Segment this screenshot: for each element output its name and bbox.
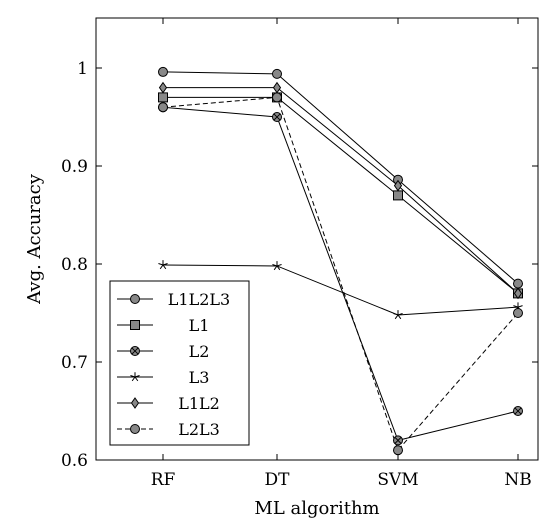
legend-marker <box>130 294 140 304</box>
data-point-l1 <box>158 92 168 103</box>
legend-label: L3 <box>189 368 210 387</box>
series-line-l2l3 <box>162 96 519 452</box>
legend-marker <box>130 424 140 434</box>
legend-box <box>109 280 250 446</box>
x-tick-label: DT <box>265 470 291 490</box>
x-tick-label: NB <box>504 470 531 490</box>
legend-marker <box>130 320 140 330</box>
data-point-l3 <box>158 260 168 270</box>
series-line-l1 <box>163 96 519 294</box>
data-point-l2l3 <box>158 102 168 113</box>
data-point-l2-cross <box>514 407 522 415</box>
x-tick-label: RF <box>151 470 176 490</box>
data-point-l2l3 <box>272 92 282 103</box>
data-point-l3 <box>393 310 403 320</box>
data-point-l1l2l3 <box>158 66 168 77</box>
series-lines <box>162 71 519 452</box>
series-line-l3 <box>162 264 519 316</box>
legend-marker-cross <box>131 347 139 355</box>
legend-marker <box>130 397 140 409</box>
data-point-l1 <box>393 190 403 201</box>
legend-marker <box>130 346 140 356</box>
legend-label: L1L2 <box>178 394 220 413</box>
legend-label: L2L3 <box>178 420 220 439</box>
series-line-l2 <box>162 106 519 441</box>
y-tick-label: 0.8 <box>61 255 88 275</box>
y-tick-label: 0.9 <box>61 157 88 177</box>
y-axis-ticks: 0.6 0.7 0.8 0.9 1 <box>61 59 538 471</box>
y-tick-label: 1 <box>77 59 88 79</box>
data-point-l2 <box>393 435 403 446</box>
data-point-l2 <box>272 112 282 122</box>
legend-label: L1L2L3 <box>168 290 230 309</box>
series-line-l1l2 <box>163 87 519 294</box>
legend-marker <box>130 372 140 382</box>
plot-frame <box>95 17 539 461</box>
x-axis-title: ML algorithm <box>254 498 379 519</box>
data-point-l2-cross <box>273 113 281 121</box>
y-tick-label: 0.6 <box>61 451 88 471</box>
data-point-l2l3 <box>393 445 403 456</box>
data-point-l1l2 <box>513 287 523 300</box>
legend-label: L2 <box>189 342 210 361</box>
legend-label: L1 <box>189 316 210 335</box>
data-point-l2-cross <box>394 436 402 444</box>
y-tick-label: 0.7 <box>61 353 88 373</box>
x-tick-label: SVM <box>377 470 418 490</box>
data-point-l1l2l3 <box>272 68 282 79</box>
x-axis-ticks: RF DT SVM NB <box>151 18 532 490</box>
y-axis-title: Avg. Accuracy <box>24 173 45 305</box>
data-point-l3 <box>272 261 282 271</box>
data-point-l1l2l3 <box>513 278 523 289</box>
series-line-l1l2l3 <box>162 71 519 284</box>
series-markers <box>158 66 523 456</box>
data-point-l1l2 <box>158 81 168 94</box>
data-point-l2 <box>513 406 523 416</box>
data-point-l2l3 <box>513 308 523 318</box>
data-point-l1l2 <box>393 179 403 192</box>
data-point-l1l2 <box>272 81 282 94</box>
